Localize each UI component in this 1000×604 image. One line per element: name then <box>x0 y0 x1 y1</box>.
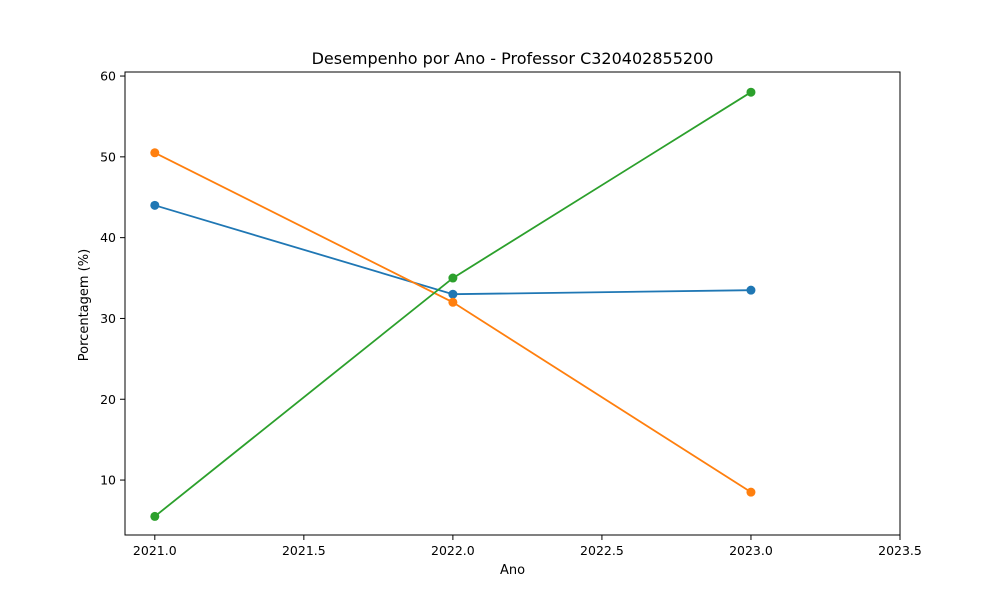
x-tick-label: 2022.5 <box>580 543 624 558</box>
y-tick-label: 20 <box>100 392 116 407</box>
data-point-series-2 <box>448 297 458 307</box>
y-axis-ticks: 10 20 30 40 50 60 <box>100 69 125 488</box>
series-layer <box>150 87 756 521</box>
data-point-series-1 <box>448 289 458 299</box>
data-point-series-2 <box>150 148 160 158</box>
x-axis-ticks: 2021.0 2021.5 2022.0 2022.5 2023.0 2023.5 <box>133 535 922 558</box>
y-tick-label: 50 <box>100 149 116 164</box>
x-tick-label: 2022.0 <box>431 543 475 558</box>
y-axis-label: Porcentagem (%) <box>77 249 92 361</box>
data-point-series-1 <box>150 200 160 210</box>
y-tick-label: 40 <box>100 230 116 245</box>
data-point-series-3 <box>150 511 160 521</box>
x-tick-label: 2021.0 <box>133 543 177 558</box>
y-tick-label: 30 <box>100 311 116 326</box>
data-point-series-2 <box>746 487 756 497</box>
plot-area-frame <box>124 71 901 536</box>
x-tick-label: 2023.0 <box>729 543 773 558</box>
chart-title: Desempenho por Ano - Professor C32040285… <box>312 49 714 68</box>
data-point-series-1 <box>746 285 756 295</box>
y-tick-label: 60 <box>100 69 116 84</box>
y-tick-label: 10 <box>100 473 116 488</box>
x-tick-label: 2021.5 <box>282 543 326 558</box>
series-line-2 <box>154 151 752 493</box>
data-point-series-3 <box>746 87 756 97</box>
x-axis-label: Ano <box>500 563 525 578</box>
data-point-series-3 <box>448 273 458 283</box>
x-tick-label: 2023.5 <box>878 543 922 558</box>
